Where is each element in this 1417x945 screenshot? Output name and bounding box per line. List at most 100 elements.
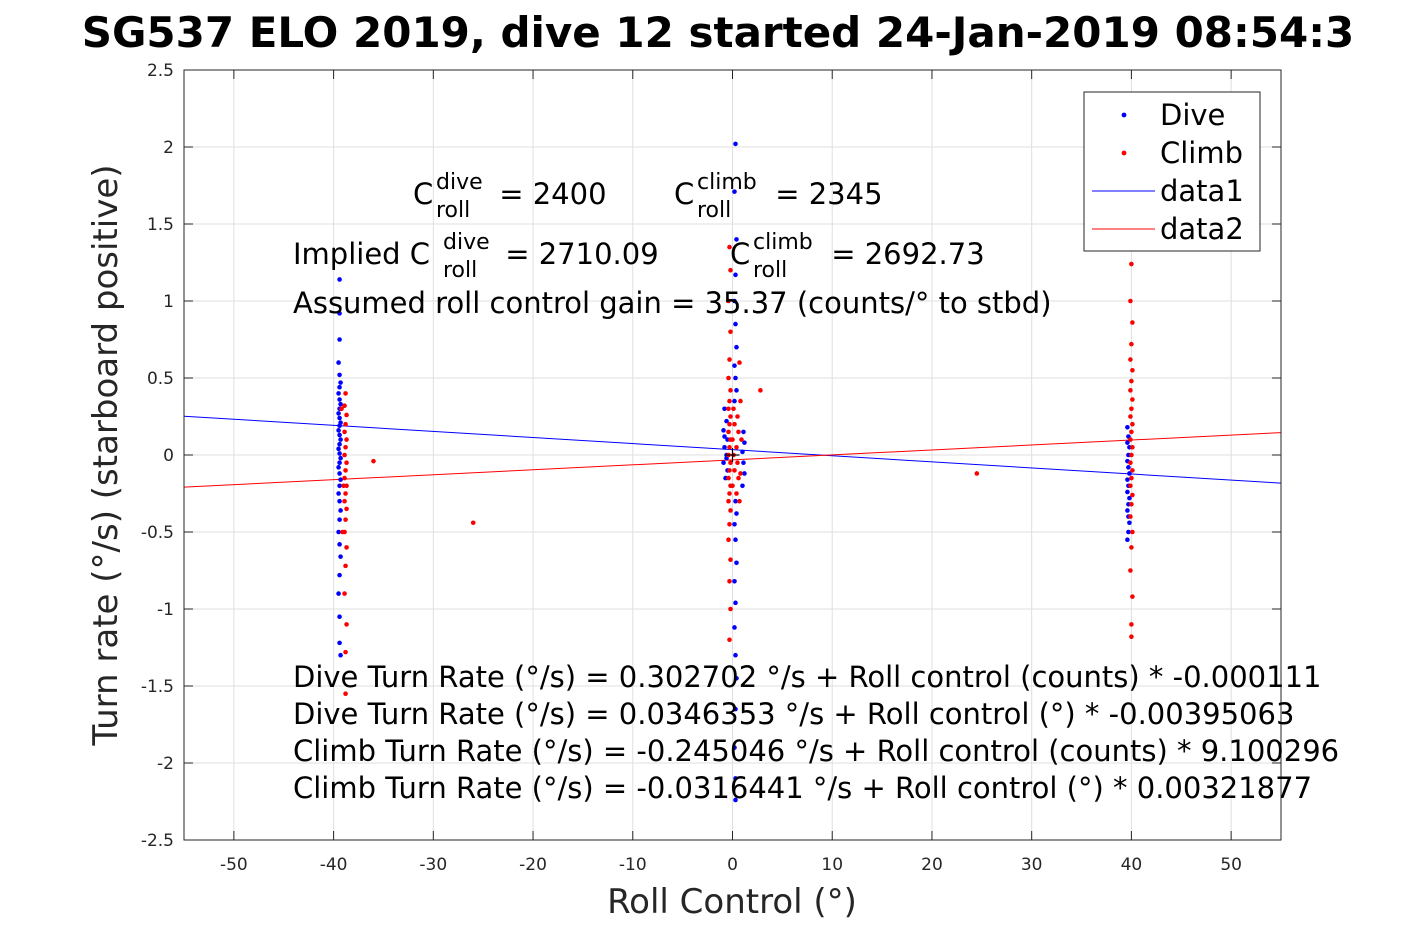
- data-point-climb: [1129, 545, 1134, 550]
- data-point-dive: [337, 337, 342, 342]
- data-point-climb: [730, 483, 735, 489]
- data-point-climb: [1128, 298, 1133, 304]
- data-point-climb: [726, 429, 731, 435]
- data-point-dive: [733, 797, 738, 803]
- data-point-dive: [733, 776, 738, 781]
- data-point-dive: [337, 423, 342, 429]
- data-point-climb: [344, 460, 349, 466]
- annotation-c-dive-sub: roll: [436, 198, 470, 223]
- data-point-climb: [470, 520, 476, 526]
- annotation-c-climb-sup: climb: [697, 170, 757, 195]
- data-point-climb: [1129, 622, 1134, 627]
- legend-dive-marker: [1121, 112, 1127, 118]
- data-point-dive: [1127, 495, 1132, 501]
- data-point-climb: [727, 468, 732, 473]
- annotation-implied-climb-value: = 2692.73: [822, 237, 985, 271]
- x-tick-label: -30: [419, 855, 447, 875]
- data-point-climb: [736, 429, 741, 435]
- data-point-dive: [1126, 465, 1131, 470]
- data-point-climb: [344, 545, 349, 550]
- legend-dive-label: Dive: [1160, 98, 1225, 132]
- data-point-climb: [342, 475, 347, 481]
- legend-climb-label: Climb: [1160, 136, 1243, 170]
- data-point-climb: [342, 452, 347, 458]
- data-point-climb: [727, 522, 732, 527]
- data-point-climb: [1128, 388, 1133, 393]
- data-point-dive: [740, 483, 745, 489]
- annotation-climb-fit-counts: Climb Turn Rate (°/s) = -0.245046 °/s + …: [293, 734, 1339, 768]
- data-point-climb: [739, 437, 744, 442]
- x-tick-label: -50: [220, 855, 248, 875]
- data-point-dive: [337, 517, 342, 522]
- data-point-dive: [732, 625, 737, 630]
- data-point-climb: [726, 498, 731, 504]
- data-point-dive: [338, 508, 343, 513]
- data-point-dive: [338, 652, 343, 658]
- legend-data2-label: data2: [1160, 212, 1244, 246]
- data-point-climb: [1129, 634, 1134, 640]
- data-point-climb: [728, 414, 733, 419]
- y-tick-label: 2.5: [147, 61, 174, 81]
- data-point-dive: [733, 600, 738, 606]
- data-point-climb: [728, 557, 733, 563]
- data-point-climb: [1129, 501, 1134, 507]
- data-point-climb: [344, 437, 349, 442]
- data-point-climb: [727, 244, 732, 250]
- data-point-climb: [343, 491, 348, 496]
- data-point-dive: [337, 372, 342, 378]
- data-point-climb: [726, 298, 731, 304]
- data-point-dive: [1125, 440, 1130, 445]
- data-point-dive: [722, 406, 727, 412]
- data-point-climb: [727, 637, 732, 643]
- data-point-climb: [1128, 357, 1133, 362]
- data-point-dive: [741, 460, 746, 466]
- data-point-dive: [336, 591, 341, 596]
- data-point-dive: [733, 375, 738, 381]
- data-point-climb: [1128, 437, 1133, 442]
- data-point-climb: [1128, 568, 1133, 573]
- annotation-implied-dive-sup: dive: [443, 230, 490, 255]
- annotation-c-climb-value: = 2345: [766, 177, 883, 211]
- data-point-dive: [722, 445, 727, 450]
- data-point-climb: [1129, 429, 1134, 435]
- y-tick-label: 0.5: [147, 369, 174, 389]
- data-point-climb: [341, 483, 346, 489]
- data-point-climb: [1128, 414, 1133, 419]
- data-point-climb: [1128, 514, 1133, 519]
- data-point-dive: [338, 437, 343, 442]
- data-point-dive: [732, 578, 737, 584]
- data-point-climb: [732, 421, 737, 427]
- data-point-climb: [344, 506, 349, 512]
- data-point-climb: [728, 388, 733, 393]
- x-tick-label: 0: [727, 855, 738, 875]
- data-point-climb: [342, 498, 347, 504]
- data-point-dive: [733, 141, 738, 147]
- data-point-climb: [1129, 475, 1134, 481]
- annotation-dive-fit-degrees: Dive Turn Rate (°/s) = 0.0346353 °/s + R…: [293, 697, 1294, 731]
- annotation-implied-climb-base: C: [730, 237, 750, 271]
- data-point-dive: [337, 397, 342, 402]
- data-point-dive: [337, 471, 342, 476]
- annotation-implied-dive-value: = 2710.09: [496, 237, 659, 271]
- data-point-climb: [735, 414, 740, 419]
- data-point-climb: [732, 468, 737, 473]
- y-axis-label: Turn rate (°/s) (starboard positive): [86, 164, 126, 746]
- x-tick-label: -40: [320, 855, 348, 875]
- data-point-dive: [733, 652, 738, 658]
- data-point-dive: [1125, 508, 1130, 513]
- data-point-climb: [371, 458, 376, 464]
- annotation-implied-c-roll-climb: C climb roll = 2692.73: [730, 230, 985, 283]
- data-point-climb: [1130, 320, 1135, 325]
- data-point-climb: [1130, 529, 1135, 535]
- data-point-climb: [343, 421, 348, 427]
- annotation-implied-dive-sub: roll: [443, 258, 477, 283]
- data-point-climb: [735, 460, 740, 466]
- annotation-c-climb-sub: roll: [697, 198, 731, 223]
- y-tick-label: -1: [157, 600, 174, 620]
- data-point-dive: [1126, 529, 1131, 535]
- data-point-climb: [1129, 378, 1134, 384]
- data-point-dive: [732, 189, 737, 194]
- data-point-dive: [724, 418, 729, 424]
- annotation-implied-c-roll-dive: Implied C dive roll = 2710.09: [293, 230, 659, 283]
- data-point-dive: [1125, 489, 1130, 495]
